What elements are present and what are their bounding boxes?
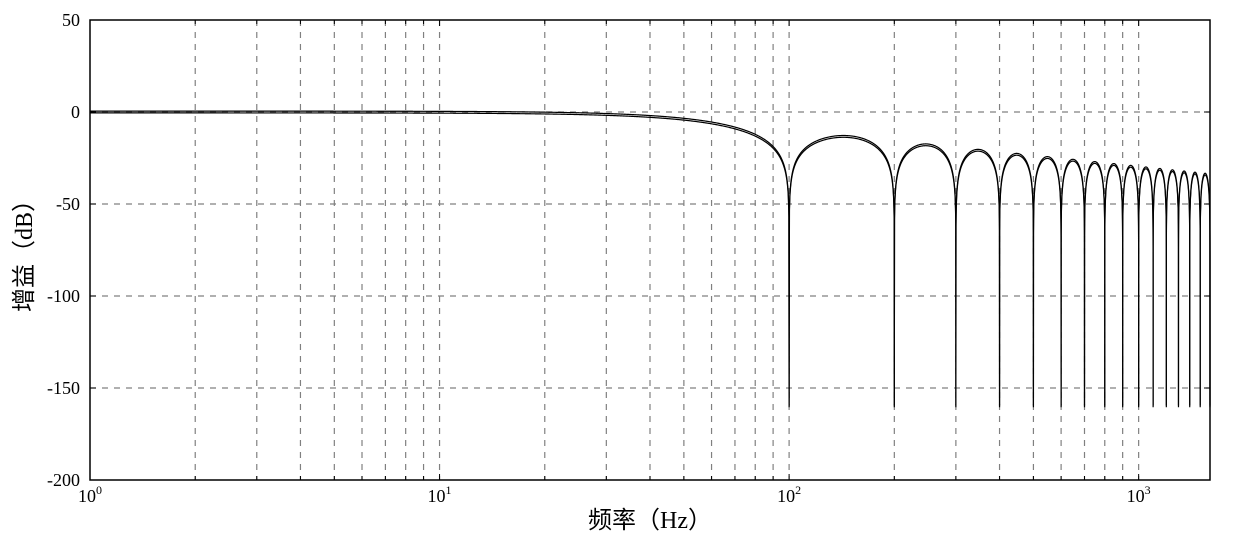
y-tick-label: 0 — [71, 102, 80, 122]
y-tick-label: -100 — [47, 286, 80, 306]
x-tick-label: 100 — [78, 483, 102, 506]
x-axis-label: 频率（Hz） — [588, 507, 712, 534]
x-tick-label: 103 — [1127, 483, 1151, 506]
frequency-response-chart: -200 -150 -100 -50 0 50 100 101 102 103 增益（dB） 频率（H… — [0, 0, 1240, 551]
x-tick-label: 101 — [428, 483, 452, 506]
x-tick-label: 102 — [777, 483, 801, 506]
y-tick-label: 50 — [62, 10, 80, 30]
y-axis-label: 增益（dB） — [11, 188, 38, 312]
y-tick-label: -150 — [47, 378, 80, 398]
y-tick-label: -200 — [47, 470, 80, 490]
grid — [90, 20, 1210, 480]
chart-svg: -200 -150 -100 -50 0 50 100 101 102 103 增益（dB） 频率（H… — [0, 0, 1240, 551]
y-tick-label: -50 — [56, 194, 80, 214]
